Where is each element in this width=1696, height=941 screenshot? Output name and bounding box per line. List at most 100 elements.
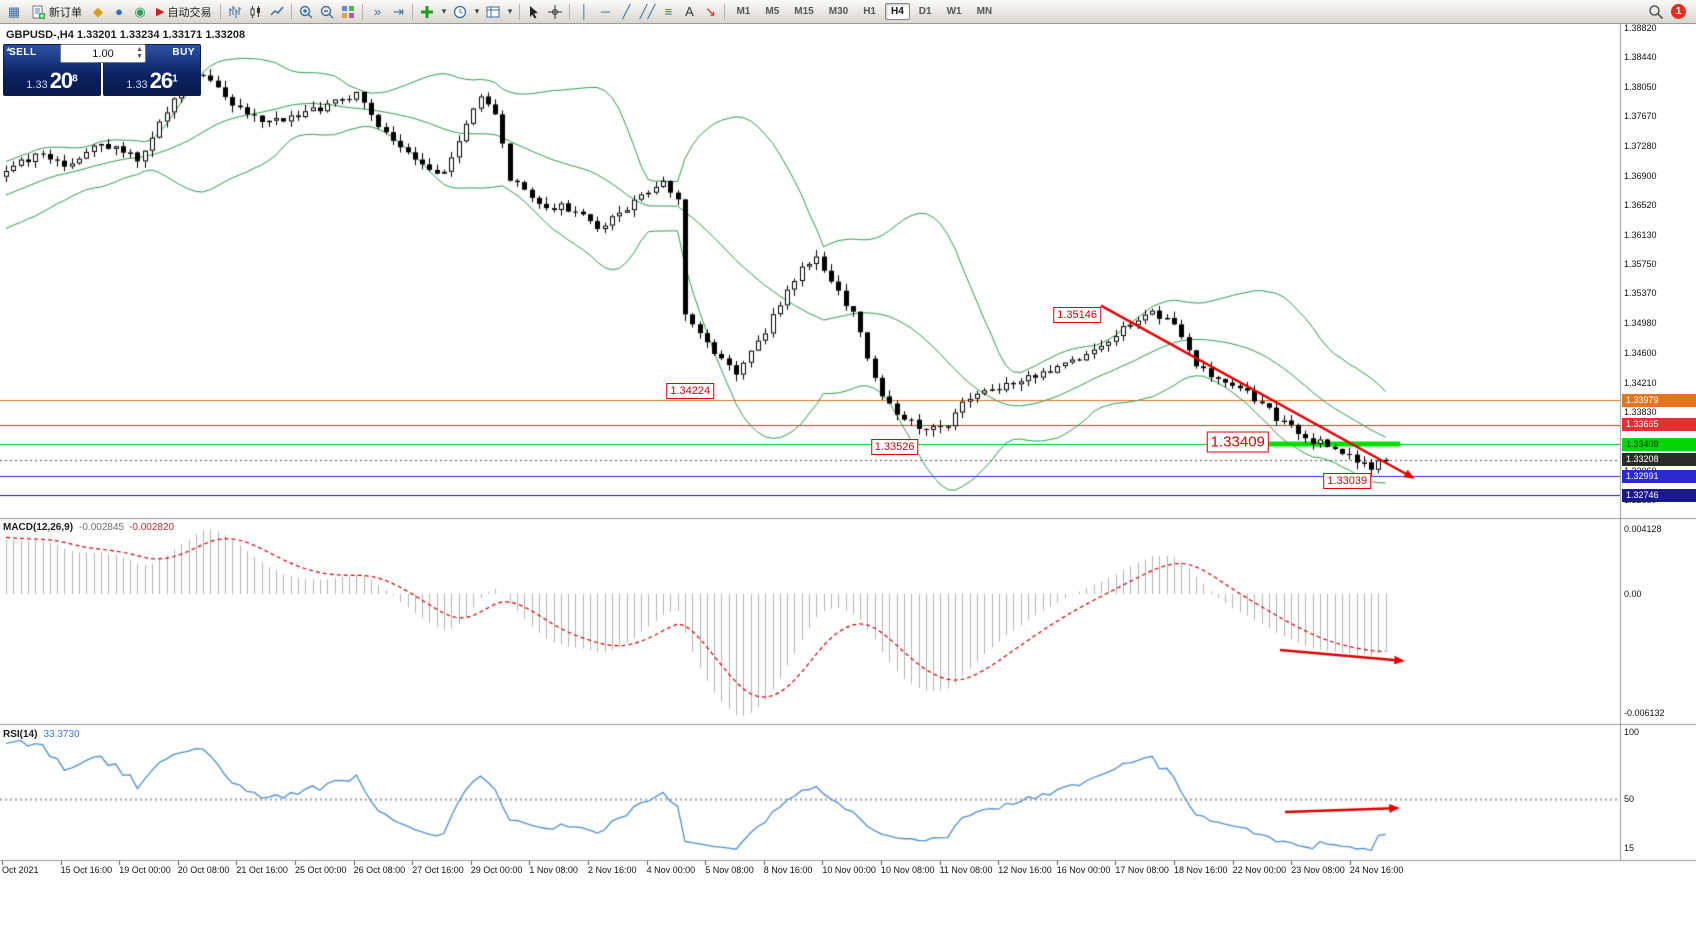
toolbar-separator [724,3,726,20]
macd-value-signal: -0.002820 [129,522,175,533]
mql5-market-icon[interactable]: ◆ [88,2,108,22]
price-annotation[interactable]: 1.33409 [1206,431,1269,453]
zoom-in-icon[interactable] [296,2,316,22]
candlestick-mode-icon[interactable] [246,2,266,22]
tile-windows-icon[interactable] [338,2,358,22]
zoom-out-icon[interactable] [317,2,337,22]
vertical-line-icon[interactable]: │ [574,2,594,22]
auto-scroll-icon: » [373,4,382,19]
new-chart-icon[interactable]: ▦ [4,2,24,22]
timeframe-m15-button[interactable]: M15 [794,6,814,17]
indicators-dropdown-icon[interactable]: ▾ [438,2,449,22]
buy-price-big: 26 [149,68,174,93]
trendline-icon[interactable]: ╱ [616,2,636,22]
buy-button[interactable]: BUY 1.33261 [103,44,201,96]
crosshair-icon[interactable] [545,2,565,22]
timeframe-d1-button[interactable]: D1 [918,6,932,17]
refresh-icon: ◉ [134,4,146,19]
buy-price-prefix: 1.33 [126,79,148,91]
toolbar-separator [220,3,222,20]
time-axis-label: 10 Nov 00:00 [822,865,876,875]
bar-chart-mode-icon[interactable] [225,2,245,22]
refresh-icon[interactable]: ◉ [130,2,150,22]
community-icon[interactable]: ● [109,2,129,22]
macd-scale-tick: 0.004128 [1624,524,1662,534]
price-axis-tag: 1.32746 [1622,488,1696,502]
timeframe-h4-button[interactable]: H4 [884,3,910,20]
timeframe-w1-button[interactable]: W1 [946,6,962,17]
timeframe-m1-button[interactable]: M1 [736,6,751,17]
templates-dropdown-icon: ▾ [507,6,513,16]
price-axis-tag: 1.33665 [1622,418,1696,431]
templates-dropdown-icon[interactable]: ▾ [504,2,515,22]
timeframe-m5-button[interactable]: M5 [765,6,780,17]
price-axis-tag: 1.33208 [1622,453,1696,467]
mql5-market-icon: ◆ [93,4,103,19]
auto-trading-button: ▶ [156,6,165,18]
price-annotation[interactable]: 1.35146 [1053,306,1101,323]
periods-icon[interactable] [450,2,470,22]
periods-dropdown-icon[interactable]: ▾ [471,2,482,22]
search-icon[interactable] [1646,2,1666,22]
chart-shift-icon[interactable]: ⇥ [388,2,408,22]
one-click-trading-panel: ▲ SELL 1.33208 BUY 1.33261 1.00 ▲ ▼ [3,44,201,96]
price-annotation[interactable]: 1.34224 [666,383,715,400]
toolbar-separator [569,3,571,20]
price-tick: 1.38440 [1624,52,1657,63]
one-click-collapse-icon[interactable]: ▲ [5,46,12,53]
timeframe-m30-button[interactable]: M30 [828,6,849,17]
fibonacci-icon[interactable]: ≡ [658,2,678,22]
indicators-add-icon[interactable] [417,2,437,22]
toolbar: ▦ 新订单 ◆ ● ◉ ▶ 自动交易» ⇥ ▾ ▾ ▾ │ ─ ╱ ╱╱ ≡ A ↘ M1 M5 M15 M30 H1 H4 D… [0,0,1696,24]
templates-icon[interactable] [483,2,503,22]
arrow-objects-icon[interactable]: ↘ [700,2,720,22]
time-axis-label: 25 Oct 00:00 [295,865,347,875]
text-label-icon[interactable]: A [679,2,699,22]
volume-down-button[interactable]: ▼ [136,53,143,60]
price-annotation[interactable]: 1.33526 [870,439,919,456]
time-axis-label: 22 Nov 00:00 [1232,865,1287,875]
rsi-name: RSI(14) [3,729,38,740]
rsi-value: 33.3730 [43,729,80,740]
horizontal-line-icon[interactable]: ─ [595,2,615,22]
time-axis-label: 1 Nov 08:00 [529,865,578,875]
sell-price: 1.33208 [4,68,100,94]
sell-price-big: 20 [49,68,74,93]
tile-windows-icon [340,4,356,20]
line-chart-mode-icon [269,4,285,20]
auto-trading-button[interactable]: ▶ 自动交易 [151,2,216,22]
line-chart-mode-icon[interactable] [267,2,287,22]
time-axis-label: 17 Nov 08:00 [1115,865,1169,875]
macd-scale-tick: 0.00 [1624,588,1642,599]
notification-badge[interactable]: 1 [1671,4,1686,19]
bar-chart-mode-icon [227,4,243,20]
time-axis-label: Oct 2021 [2,865,39,875]
timeframe-mn-button[interactable]: MN [976,6,993,17]
time-axis-label: 12 Nov 16:00 [998,865,1052,875]
price-axis-tag: 1.33409 [1622,437,1696,451]
toolbar-separator [362,3,364,20]
auto-scroll-icon[interactable]: » [367,2,387,22]
time-axis-label: 2 Nov 16:00 [588,865,637,875]
toolbar-separator [412,3,414,20]
volume-up-button[interactable]: ▲ [136,46,143,53]
time-axis-label: 23 Nov 08:00 [1291,865,1345,875]
auto-trading-button-label: 自动交易 [167,6,212,19]
macd-value-main: -0.002845 [79,522,125,533]
crosshair-icon [547,4,563,20]
price-annotation[interactable]: 1.33039 [1323,472,1372,489]
new-order-button[interactable]: 新订单 [25,2,87,22]
chart-title: GBPUSD-,H4 1.33201 1.33234 1.33171 1.332… [6,29,246,41]
rsi-label: RSI(14) 33.3730 [3,729,80,740]
equidistant-channel-icon[interactable]: ╱╱ [637,2,657,22]
chart-shift-icon: ⇥ [393,4,404,19]
macd-scale-tick: -0.006132 [1624,708,1665,718]
fibonacci-icon: ≡ [664,4,673,19]
timeframe-h1-button[interactable]: H1 [863,6,876,17]
volume-input[interactable]: 1.00 ▲ ▼ [60,44,146,63]
time-axis-label: 5 Nov 08:00 [705,865,754,875]
cursor-icon[interactable] [524,2,544,22]
time-axis-label: 11 Nov 08:00 [939,865,993,875]
zoom-in-icon [298,4,314,20]
